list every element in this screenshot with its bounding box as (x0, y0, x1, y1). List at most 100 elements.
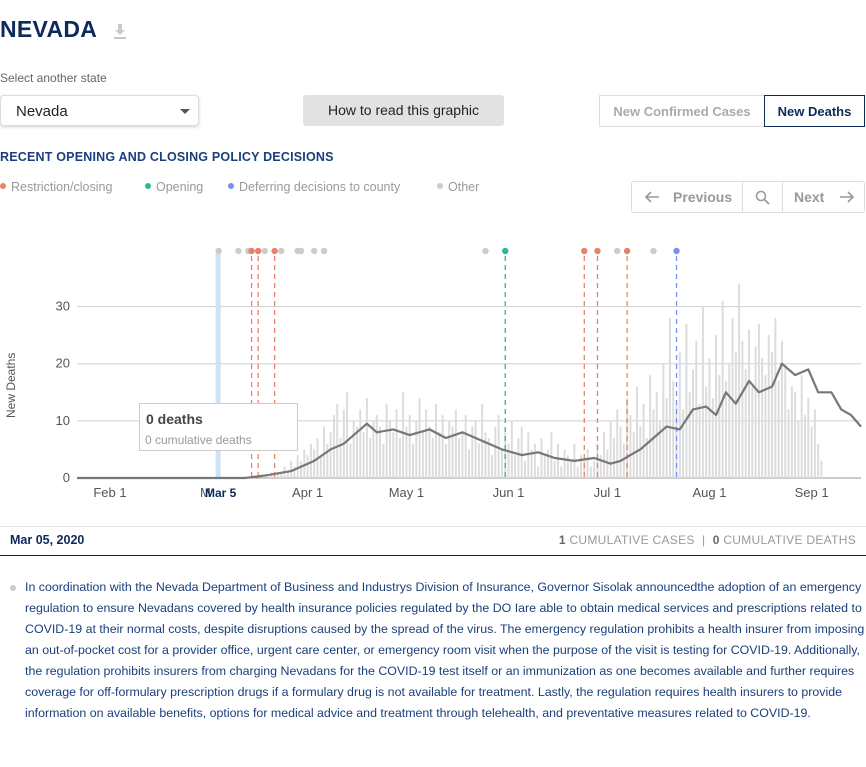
tooltip-subtitle: 0 cumulative deaths (145, 433, 252, 447)
deaths-bar (797, 420, 800, 478)
deaths-bar (754, 346, 757, 478)
deaths-bar (724, 380, 727, 478)
deaths-bar (731, 318, 734, 478)
policy-event-dot (594, 247, 601, 255)
deaths-bar (649, 375, 652, 478)
deaths-bar (738, 283, 741, 478)
deaths-bar (777, 380, 780, 478)
policy-description-text: In coordination with the Nevada Departme… (25, 580, 865, 720)
deaths-bar (517, 438, 520, 478)
x-tick-label: May 1 (389, 485, 424, 500)
deaths-bar (448, 420, 451, 478)
deaths-bar (451, 426, 454, 478)
policy-heading: RECENT OPENING AND CLOSING POLICY DECISI… (0, 150, 334, 164)
deaths-bar (402, 392, 405, 478)
deaths-bar (701, 306, 704, 478)
deaths-bar (817, 443, 820, 478)
tab-new-confirmed-cases[interactable]: New Confirmed Cases (599, 95, 765, 127)
search-button[interactable] (742, 182, 783, 212)
state-select[interactable]: Nevada (0, 95, 199, 126)
deaths-bar (487, 438, 490, 478)
deaths-bar (415, 420, 418, 478)
download-icon[interactable] (111, 22, 129, 42)
deaths-bar (761, 358, 764, 478)
deaths-bar (659, 420, 662, 478)
rolling-average-line (77, 362, 862, 480)
deaths-bar (379, 426, 382, 478)
deaths-bar (339, 438, 342, 478)
policy-event-dot (248, 247, 255, 255)
deaths-bar (280, 472, 283, 478)
deaths-bar (510, 420, 513, 478)
restriction-dot-icon (0, 183, 6, 189)
deaths-bar (458, 438, 461, 478)
policy-event-dot (673, 247, 680, 255)
deaths-bar (382, 443, 385, 478)
deaths-bar (484, 432, 487, 478)
policy-event-dot (278, 247, 285, 255)
deaths-bar (395, 409, 398, 478)
deaths-bar (421, 432, 424, 478)
deaths-bar (609, 420, 612, 478)
deaths-bar (276, 472, 279, 478)
deaths-bar (553, 460, 556, 478)
deaths-bar (408, 415, 411, 478)
deaths-bar (435, 403, 438, 478)
deaths-bar (385, 403, 388, 478)
legend-other: Other (437, 180, 479, 194)
legend-restriction: Restriction/closing (0, 180, 112, 194)
deaths-bar (530, 449, 533, 478)
deaths-bar (636, 386, 638, 478)
deaths-bar (629, 415, 632, 478)
deaths-bar (491, 455, 494, 478)
deaths-bar (392, 432, 395, 478)
x-tick-label: M (200, 485, 211, 500)
deaths-bar (352, 420, 355, 478)
deaths-bar (576, 466, 579, 478)
deaths-bar (369, 438, 372, 478)
opening-dot-icon (145, 183, 151, 189)
deaths-bar (748, 329, 750, 478)
deaths-bar (428, 426, 431, 478)
arrow-left-icon (644, 191, 659, 203)
deaths-bar (418, 398, 421, 478)
deaths-bar (349, 443, 352, 478)
deaths-bar (286, 472, 289, 478)
legend-restriction-label: Restriction/closing (11, 180, 113, 194)
legend-deferring: Deferring decisions to county (228, 180, 400, 194)
how-to-read-button[interactable]: How to read this graphic (303, 95, 504, 126)
highlight-date-label: Mar 5 (205, 486, 237, 500)
policy-event-dot (261, 247, 268, 255)
deaths-bar (527, 432, 530, 478)
deaths-bar (603, 432, 606, 478)
deaths-bar (356, 426, 358, 478)
deaths-bar (540, 438, 543, 478)
deaths-bar (543, 455, 546, 478)
deaths-chart: 0 10 20 30 New Deaths Feb 1 M Apr 1 May 1 Jun 1 Ju… (4, 247, 862, 500)
deaths-bar (507, 443, 510, 478)
x-tick-label: Sep 1 (795, 485, 829, 500)
policy-event-dot (235, 247, 242, 255)
deaths-bar (329, 432, 332, 478)
deaths-bar (477, 443, 480, 478)
tab-new-deaths[interactable]: New Deaths (764, 95, 865, 127)
deaths-bar (668, 318, 671, 478)
deaths-bar (500, 449, 503, 478)
deaths-bar (537, 466, 540, 478)
deaths-bar (514, 455, 517, 478)
deaths-bar (372, 420, 375, 478)
deaths-bar (570, 460, 573, 478)
deaths-bar (705, 386, 708, 478)
policy-event-dot (215, 247, 222, 255)
deaths-bar (652, 409, 655, 478)
description-bullet-icon (10, 585, 16, 591)
deaths-bar (412, 443, 414, 478)
deaths-bar (313, 449, 316, 478)
deaths-bar (807, 398, 810, 478)
next-button[interactable]: Next (783, 182, 865, 212)
deaths-bar (596, 443, 599, 478)
deaths-bar (547, 449, 550, 478)
deaths-bar (293, 466, 296, 478)
policy-event-dot (650, 247, 657, 255)
previous-button[interactable]: Previous (632, 182, 743, 212)
